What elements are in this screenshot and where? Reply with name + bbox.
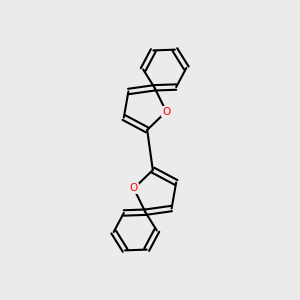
Text: O: O	[130, 183, 138, 194]
Text: O: O	[162, 106, 170, 117]
